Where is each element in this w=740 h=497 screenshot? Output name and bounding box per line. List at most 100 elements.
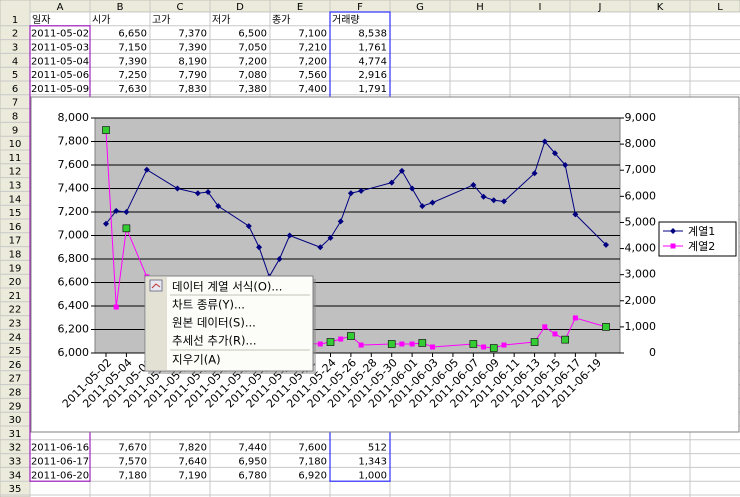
point-marker (409, 341, 415, 347)
point-marker (256, 244, 263, 251)
menu-item[interactable]: 지우기(A) (172, 353, 221, 367)
point-marker (174, 185, 181, 192)
point-marker (205, 189, 212, 196)
point-marker (143, 166, 150, 173)
point-marker (317, 341, 323, 347)
header-cell: 저가 (212, 14, 230, 26)
column-header: L (717, 2, 723, 13)
y2-tick-label: 1,000 (625, 320, 657, 333)
point-marker (469, 340, 478, 348)
y2-tick-label: 3,000 (625, 268, 657, 281)
cell: 7,670 (118, 443, 147, 454)
point-marker (481, 344, 487, 350)
cell: 7,830 (178, 84, 207, 95)
point-marker (103, 220, 109, 227)
point-marker (398, 167, 405, 174)
point-marker (388, 179, 395, 186)
point-marker (531, 170, 538, 177)
point-marker (113, 207, 120, 214)
cell: 7,380 (238, 84, 267, 95)
legend-marker (670, 228, 676, 234)
menu-item[interactable]: 추세선 추가(R)... (172, 334, 257, 348)
cell: 7,180 (118, 470, 147, 481)
row-header: 30 (9, 415, 22, 426)
cell: 1,000 (358, 470, 387, 481)
point-marker (572, 211, 579, 218)
y2-tick-label: 2,000 (625, 294, 657, 307)
point-marker (194, 190, 201, 197)
cell: 7,390 (178, 43, 207, 54)
row-header: 20 (9, 277, 22, 288)
y-tick-label: 7,000 (58, 229, 90, 242)
point-marker (347, 332, 355, 340)
row-header: 34 (9, 470, 22, 481)
y-tick-label: 6,200 (58, 323, 90, 336)
cell: 2011-05-03 (31, 43, 89, 54)
y2-tick-label: 0 (649, 346, 656, 359)
y-tick-label: 6,800 (58, 252, 90, 265)
row-header: 2 (12, 29, 18, 40)
point-marker (552, 331, 558, 337)
row-header: 14 (9, 194, 22, 205)
cell: 1,761 (358, 43, 387, 54)
point-marker (419, 203, 426, 210)
cell: 512 (368, 443, 387, 454)
menu-item[interactable]: 원본 데이터(S)... (172, 316, 256, 330)
cell: 2011-06-17 (31, 457, 89, 468)
point-marker (399, 341, 405, 347)
column-header: B (117, 2, 124, 13)
row-header: 23 (9, 319, 22, 330)
row-header: 35 (9, 484, 22, 495)
column-header: F (357, 2, 363, 13)
point-marker (122, 224, 131, 233)
row-header: 29 (9, 401, 22, 412)
cell: 6,650 (118, 29, 147, 40)
row-header: 3 (12, 43, 18, 54)
cell: 8,538 (358, 29, 387, 40)
y2-tick-label: 9,000 (625, 111, 657, 124)
row-header: 9 (12, 125, 18, 136)
row-header: 12 (9, 167, 22, 178)
menu-item[interactable]: 차트 종류(Y)... (172, 298, 245, 312)
cell: 7,190 (178, 470, 207, 481)
row-header: 33 (9, 457, 22, 468)
legend-marker (670, 243, 676, 249)
cell: 7,180 (298, 457, 327, 468)
y-tick-label: 6,000 (58, 346, 90, 359)
point-marker (480, 193, 487, 200)
cell: 6,780 (238, 470, 267, 481)
point-marker (387, 340, 396, 348)
cell: 7,630 (118, 84, 147, 95)
cell: 7,820 (178, 443, 207, 454)
point-marker (409, 185, 416, 192)
cell: 7,790 (178, 70, 207, 81)
header-cell: 거래량 (332, 14, 360, 26)
row-header: 17 (9, 236, 22, 247)
row-header: 7 (12, 98, 18, 109)
point-marker (530, 338, 539, 346)
menu-item-icon (149, 279, 163, 292)
cell: 2011-05-04 (31, 56, 89, 67)
legend-label: 계열2 (688, 240, 715, 253)
row-header: 13 (9, 181, 22, 192)
point-marker (276, 256, 283, 262)
header-cell: 고가 (152, 14, 170, 26)
row-header: 22 (9, 305, 22, 316)
point-marker (603, 241, 609, 248)
point-marker (358, 187, 365, 194)
row-header: 27 (9, 374, 22, 385)
cell: 7,100 (298, 29, 327, 40)
row-header: 28 (9, 388, 22, 399)
cell: 7,640 (178, 457, 207, 468)
column-header: I (539, 2, 542, 13)
y-tick-label: 7,800 (58, 135, 90, 148)
point-marker (429, 199, 436, 206)
y-tick-label: 8,000 (58, 111, 90, 124)
y2-tick-label: 6,000 (625, 189, 657, 202)
point-marker (602, 323, 610, 331)
point-marker (561, 335, 569, 344)
column-header: K (657, 2, 664, 13)
menu-item[interactable]: 데이터 계열 서식(O)... (172, 280, 282, 294)
cell: 1,791 (358, 84, 387, 95)
